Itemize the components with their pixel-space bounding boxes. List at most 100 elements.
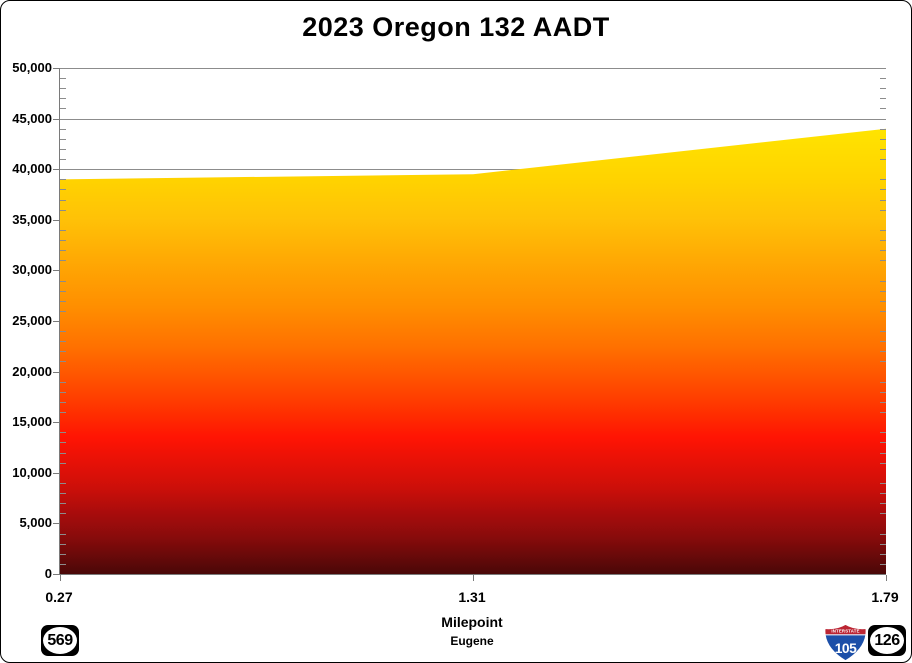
y-minor-tick-right (880, 563, 886, 565)
y-minor-tick-right (880, 189, 886, 191)
interstate-105-number: 105 (835, 641, 857, 656)
y-major-tick (53, 371, 59, 373)
y-minor-tick-left (60, 493, 66, 495)
y-minor-tick-right (880, 543, 886, 545)
y-minor-tick-right (880, 280, 886, 282)
y-minor-tick-right (880, 412, 886, 414)
y-minor-tick-left (60, 533, 66, 535)
y-major-tick (53, 472, 59, 474)
y-minor-tick-right (880, 351, 886, 353)
y-minor-tick-left (60, 432, 66, 434)
y-minor-tick-right (880, 533, 886, 535)
y-minor-tick-left (60, 381, 66, 383)
x-tick-1.79 (885, 575, 887, 581)
y-major-tick (53, 270, 59, 272)
y-minor-tick-right (880, 128, 886, 130)
y-minor-tick-left (60, 563, 66, 565)
y-minor-tick-left (60, 553, 66, 555)
y-tick-label-45,000: 45,000 (12, 110, 52, 126)
y-minor-tick-left (60, 189, 66, 191)
y-minor-tick-right (880, 432, 886, 434)
y-minor-tick-right (880, 250, 886, 252)
y-minor-tick-left (60, 401, 66, 403)
y-minor-tick-right (880, 503, 886, 505)
y-minor-tick-right (880, 199, 886, 201)
y-minor-tick-left (60, 209, 66, 211)
y-minor-tick-left (60, 250, 66, 252)
region-label: Eugene (450, 634, 494, 648)
y-minor-tick-right (880, 341, 886, 343)
y-major-tick (53, 118, 59, 120)
y-tick-label-15,000: 15,000 (12, 414, 52, 430)
y-minor-tick-right (880, 209, 886, 211)
y-minor-tick-right (880, 331, 886, 333)
y-minor-tick-left (60, 199, 66, 201)
y-minor-tick-right (880, 148, 886, 150)
y-minor-tick-right (880, 138, 886, 140)
interstate-105-shield-icon: INTERSTATE 105 (823, 622, 868, 662)
y-minor-tick-left (60, 300, 66, 302)
x-tick-label-1.79: 1.79 (871, 589, 899, 605)
y-minor-tick-right (880, 442, 886, 444)
y-minor-tick-right (880, 240, 886, 242)
x-tick-0.27 (59, 575, 61, 581)
y-major-tick (53, 422, 59, 424)
y-minor-tick-right (880, 98, 886, 100)
y-major-tick (53, 219, 59, 221)
y-minor-tick-right (880, 391, 886, 393)
y-minor-tick-right (880, 300, 886, 302)
route-126-number: 126 (874, 631, 900, 649)
y-major-tick (53, 321, 59, 322)
y-major-tick (53, 574, 59, 575)
y-axis-labels: 0 5,000 10,000 15,000 20,000 25,000 30,000 35,0… (1, 61, 52, 581)
y-minor-tick-left (60, 138, 66, 140)
y-minor-tick-left (60, 280, 66, 282)
y-minor-tick-right (880, 482, 886, 484)
gridline-40000 (60, 169, 886, 171)
y-minor-tick-left (60, 290, 66, 292)
y-minor-tick-right (880, 108, 886, 110)
y-tick-label-5,000: 5,000 (19, 515, 52, 531)
y-tick-label-50,000: 50,000 (12, 60, 52, 75)
y-minor-tick-left (60, 351, 66, 353)
interstate-banner-text: INTERSTATE (831, 628, 859, 633)
y-minor-tick-left (60, 503, 66, 505)
y-minor-tick-left (60, 412, 66, 414)
y-tick-label-40,000: 40,000 (12, 161, 52, 177)
gridline-50000 (60, 68, 886, 69)
y-minor-tick-right (880, 78, 886, 80)
y-minor-tick-right (880, 179, 886, 181)
y-minor-tick-left (60, 128, 66, 130)
y-minor-tick-right (880, 401, 886, 403)
y-minor-tick-left (60, 310, 66, 312)
y-minor-tick-left (60, 229, 66, 231)
y-minor-tick-right (880, 229, 886, 231)
y-minor-tick-left (60, 391, 66, 393)
y-minor-tick-right (880, 159, 886, 161)
y-minor-tick-left (60, 78, 66, 80)
y-minor-tick-left (60, 98, 66, 100)
aadt-area-series (60, 128, 886, 574)
y-minor-tick-left (60, 442, 66, 444)
x-tick-label-0.27: 0.27 (45, 589, 73, 605)
y-minor-tick-left (60, 452, 66, 454)
y-minor-tick-left (60, 108, 66, 110)
y-tick-label-35,000: 35,000 (12, 211, 52, 227)
y-minor-tick-left (60, 482, 66, 484)
y-minor-tick-left (60, 361, 66, 363)
x-tick-label-1.31: 1.31 (458, 589, 486, 605)
y-minor-tick-right (880, 452, 886, 454)
y-minor-tick-left (60, 331, 66, 333)
route-shield-ellipse (43, 627, 77, 654)
interstate-shield-red-band (824, 623, 867, 635)
y-tick-label-25,000: 25,000 (12, 313, 52, 328)
y-tick-label-0: 0 (44, 566, 52, 581)
y-major-tick (53, 169, 59, 171)
y-minor-tick-left (60, 240, 66, 242)
y-minor-tick-right (880, 553, 886, 555)
y-minor-tick-right (880, 381, 886, 383)
y-minor-tick-right (880, 513, 886, 515)
gridline-45000 (60, 118, 886, 120)
y-minor-tick-left (60, 159, 66, 161)
